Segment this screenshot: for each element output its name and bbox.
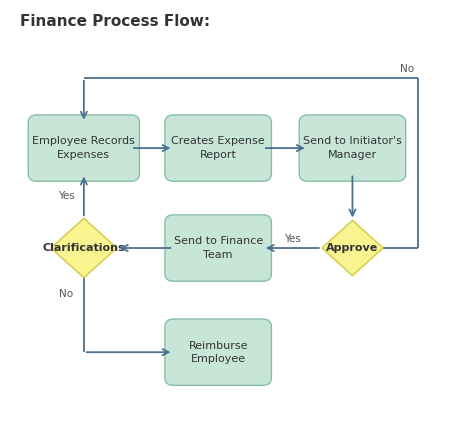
Text: Reimburse
Employee: Reimburse Employee (188, 341, 248, 364)
Text: Employee Records
Expenses: Employee Records Expenses (32, 137, 135, 160)
Text: No: No (59, 289, 73, 299)
FancyBboxPatch shape (165, 115, 272, 181)
FancyBboxPatch shape (165, 215, 272, 281)
Text: Yes: Yes (57, 191, 74, 201)
FancyBboxPatch shape (28, 115, 139, 181)
Text: Yes: Yes (284, 234, 301, 244)
Polygon shape (322, 220, 383, 276)
Polygon shape (51, 218, 117, 278)
Text: Clarifications: Clarifications (43, 243, 125, 253)
Text: No: No (400, 65, 414, 74)
FancyBboxPatch shape (299, 115, 406, 181)
FancyBboxPatch shape (165, 319, 272, 385)
Text: Finance Process Flow:: Finance Process Flow: (20, 14, 210, 29)
Text: Creates Expense
Report: Creates Expense Report (171, 137, 265, 160)
Text: Send to Initiator's
Manager: Send to Initiator's Manager (303, 137, 402, 160)
Text: Approve: Approve (326, 243, 379, 253)
Text: Send to Finance
Team: Send to Finance Team (173, 236, 263, 260)
